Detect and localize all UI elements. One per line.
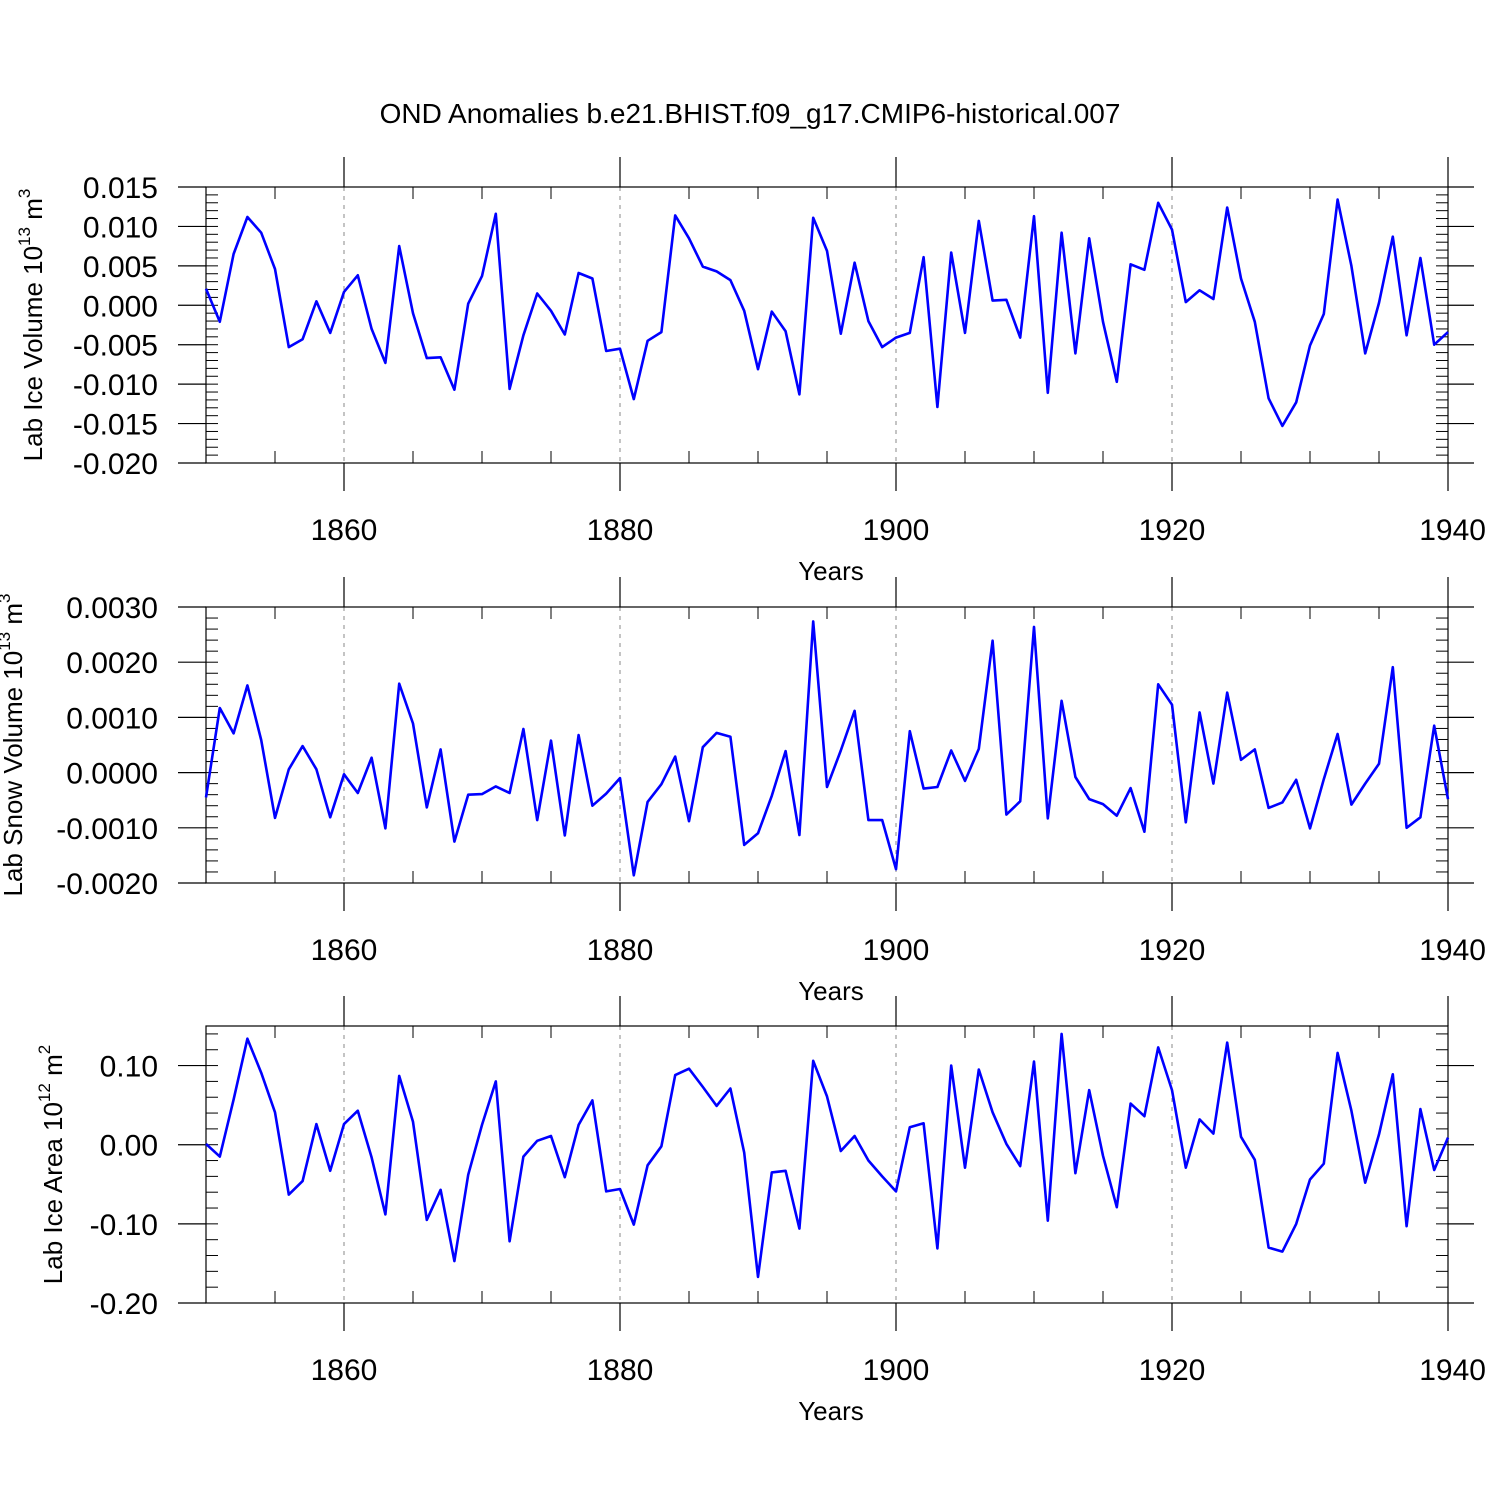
- y-axis-title: Lab Ice Area 1012 m2: [35, 1045, 68, 1284]
- x-tick-label: 1860: [311, 934, 378, 967]
- x-tick-label: 1900: [863, 934, 930, 967]
- x-tick-label: 1900: [863, 514, 930, 547]
- series-line: [204, 620, 1450, 877]
- x-tick-label: 1900: [863, 1354, 930, 1387]
- y-tick-label: 0.015: [83, 172, 158, 205]
- y-axis-title: Lab Ice Volume 1013 m3: [15, 189, 48, 462]
- panel-2: 0.0030 0.0020 0.0010 0.0000 -0.0010 -0.0020 18…: [0, 577, 1486, 1006]
- y-tick-label: 0.0010: [66, 702, 158, 735]
- x-tick-label: 1860: [311, 514, 378, 547]
- y-tick-label: -0.015: [73, 409, 158, 442]
- y-axis-title: Lab Snow Volume 1013 m3: [0, 593, 28, 896]
- y-tick-label: -0.20: [90, 1288, 158, 1321]
- plot-frame: [205, 186, 1449, 464]
- x-tick-label: 1940: [1419, 1354, 1486, 1387]
- x-tick-label: 1920: [1139, 934, 1206, 967]
- x-axis-title: Years: [798, 1396, 864, 1426]
- x-tick-label: 1940: [1419, 934, 1486, 967]
- y-tick-label: 0.0020: [66, 647, 158, 680]
- y-tick-label: -0.010: [73, 369, 158, 402]
- series-line: [205, 1032, 1450, 1279]
- panel-3: 0.10 0.00 -0.10 -0.20 1860 1880 1900 1920 1940 Ye…: [35, 996, 1486, 1426]
- y-tick-label: -0.0010: [56, 813, 158, 846]
- y-tick-label: 0.010: [83, 211, 158, 244]
- y-tick-label: 0.00: [100, 1130, 158, 1163]
- x-tick-label: 1860: [311, 1354, 378, 1387]
- y-tick-label: -0.10: [90, 1209, 158, 1242]
- figure-title: OND Anomalies b.e21.BHIST.f09_g17.CMIP6-…: [380, 98, 1121, 129]
- x-tick-label: 1880: [587, 934, 654, 967]
- plot-frame: [205, 1025, 1449, 1304]
- series-line: [204, 198, 1449, 428]
- y-tick-label: 0.005: [83, 251, 158, 284]
- y-tick-label: -0.005: [73, 330, 158, 363]
- x-axis-title: Years: [798, 976, 864, 1006]
- x-tick-label: 1880: [587, 1354, 654, 1387]
- y-tick-label: 0.000: [83, 290, 158, 323]
- x-tick-label: 1920: [1139, 514, 1206, 547]
- x-tick-label: 1920: [1139, 1354, 1206, 1387]
- y-tick-label: 0.10: [100, 1051, 158, 1084]
- y-tick-label: -0.020: [73, 448, 158, 481]
- x-axis-title: Years: [798, 556, 864, 586]
- y-tick-label: 0.0030: [66, 592, 158, 625]
- x-tick-label: 1940: [1419, 514, 1486, 547]
- y-tick-label: 0.0000: [66, 758, 158, 791]
- x-tick-label: 1880: [587, 514, 654, 547]
- y-tick-label: -0.0020: [56, 868, 158, 901]
- panel-1: 0.015 0.010 0.005 0.000 -0.005 -0.010 -0.015 -0…: [15, 157, 1486, 586]
